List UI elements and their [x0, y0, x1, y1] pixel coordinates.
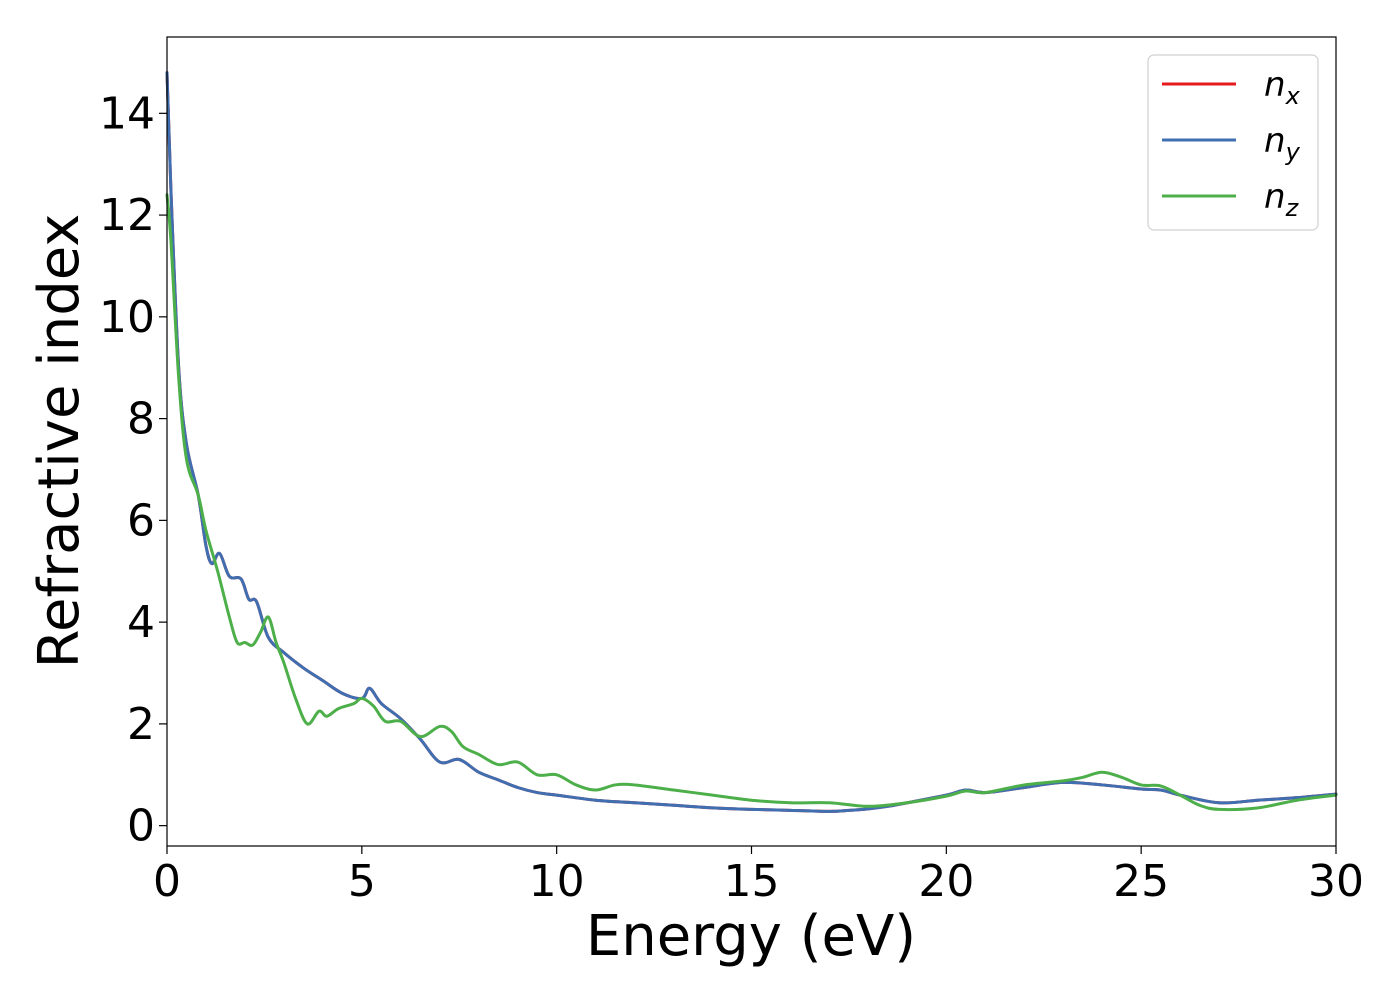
y-tick-label: 0: [127, 801, 155, 852]
y-tick-label: 4: [127, 597, 155, 648]
x-tick-label: 20: [918, 856, 974, 907]
legend-label-x: nx: [1264, 65, 1301, 110]
y-tick-label: 8: [127, 394, 155, 445]
x-axis-ticks: 0 5 10 15 20 25 30: [153, 846, 1364, 907]
x-tick-label: 25: [1113, 856, 1169, 907]
x-tick-label: 15: [724, 856, 780, 907]
plot-area: [167, 37, 1336, 846]
x-tick-label: 5: [348, 856, 376, 907]
x-axis-label: Energy (eV): [586, 904, 916, 969]
x-tick-label: 0: [153, 856, 181, 907]
legend-box: [1147, 54, 1319, 231]
x-tick-label: 30: [1308, 856, 1364, 907]
x-tick-label: 10: [529, 856, 585, 907]
y-tick-label: 10: [99, 292, 155, 343]
y-tick-label: 12: [99, 190, 155, 241]
y-axis-label: Refractive index: [27, 214, 92, 669]
series-line-n-y: [165, 71, 1338, 813]
y-tick-label: 6: [127, 495, 155, 546]
legend-label-z: nz: [1264, 177, 1300, 222]
legend: nx ny nz: [1147, 54, 1319, 231]
y-tick-label: 2: [127, 699, 155, 750]
legend-label-y: ny: [1264, 121, 1301, 166]
series-layer: [165, 71, 1338, 813]
y-axis-ticks: 0 2 4 6 8 10 12 14: [99, 88, 167, 852]
y-tick-label: 14: [99, 88, 155, 139]
series-line-n-z: [165, 193, 1338, 812]
